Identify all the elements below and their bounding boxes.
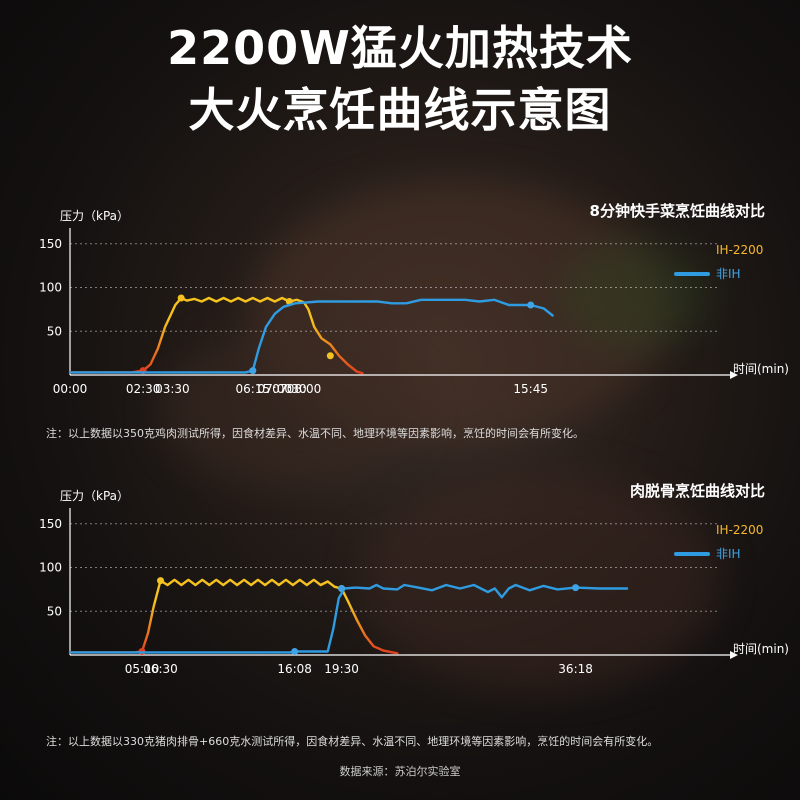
y-tick-label: 50 bbox=[47, 604, 62, 618]
background-food bbox=[560, 240, 710, 350]
x-axis-label: 时间(min) bbox=[733, 362, 789, 376]
data-point-non-ih bbox=[291, 648, 299, 655]
legend-label: IH-2200 bbox=[716, 523, 763, 537]
data-point-ih bbox=[285, 298, 293, 305]
chart-title: 肉脱骨烹饪曲线对比 bbox=[630, 482, 765, 500]
x-tick-label: 07:00 bbox=[257, 382, 292, 396]
chart2-note: 注：以上数据以330克猪肉排骨+660克水测试所得，因食材差异、水温不同、地理环… bbox=[46, 735, 659, 748]
series-line-non-ih bbox=[68, 298, 554, 374]
legend-label: IH-2200 bbox=[716, 243, 763, 257]
data-point-ih bbox=[326, 352, 334, 360]
chart1-note: 注：以上数据以350克鸡肉测试所得，因食材差异、水温不同、地理环境等因素影响，烹… bbox=[46, 427, 584, 440]
x-tick-label: 15:45 bbox=[513, 382, 548, 396]
page-title-line2: 大火烹饪曲线示意图 bbox=[188, 83, 612, 137]
background-food bbox=[360, 470, 720, 690]
data-point-non-ih bbox=[572, 584, 580, 592]
quick-dish-chart: 8分钟快手菜烹饪曲线对比 压力（kPa） 50 100 150 时间(min) 00:00 0… bbox=[39, 202, 789, 396]
x-axis-arrow bbox=[730, 371, 738, 379]
x-tick-label: 16:08 bbox=[277, 662, 312, 676]
x-tick-label: 08:00 bbox=[287, 382, 322, 396]
page-title-line1: 2200W猛火加热技术 bbox=[167, 21, 633, 75]
x-tick-label: 06:15 bbox=[236, 382, 271, 396]
x-tick-label: 07:30 bbox=[272, 382, 307, 396]
x-tick-label: 19:30 bbox=[324, 662, 359, 676]
x-tick-label: 05:10 bbox=[125, 662, 160, 676]
x-tick-label: 02:30 bbox=[126, 382, 161, 396]
data-point-non-ih bbox=[249, 367, 257, 375]
legend-label: 非IH bbox=[716, 267, 741, 281]
x-axis-arrow bbox=[730, 651, 738, 659]
deboning-chart: 肉脱骨烹饪曲线对比 压力（kPa） 50 100 150 时间(min) 05:1006:3… bbox=[39, 482, 789, 676]
y-tick-label: 150 bbox=[39, 517, 62, 531]
chart-title: 8分钟快手菜烹饪曲线对比 bbox=[590, 202, 765, 220]
x-tick-label: 03:30 bbox=[155, 382, 190, 396]
series-line-non-ih bbox=[68, 583, 629, 654]
series-line-ih bbox=[68, 296, 364, 375]
data-point-ih bbox=[177, 294, 185, 302]
y-tick-label: 100 bbox=[39, 561, 62, 575]
x-tick-label: 36:18 bbox=[558, 662, 593, 676]
data-point-ih bbox=[157, 577, 165, 585]
background-food bbox=[160, 330, 420, 490]
y-axis-label: 压力（kPa） bbox=[60, 489, 129, 503]
y-tick-label: 100 bbox=[39, 281, 62, 295]
data-point-non-ih bbox=[527, 301, 535, 309]
data-source: 数据来源：苏泊尔实验室 bbox=[339, 765, 461, 778]
y-axis-label: 压力（kPa） bbox=[60, 209, 129, 223]
data-point-non-ih bbox=[338, 585, 346, 592]
series-line-ih bbox=[68, 578, 399, 655]
x-tick-label: 06:30 bbox=[143, 662, 178, 676]
y-tick-label: 50 bbox=[47, 324, 62, 338]
legend-label: 非IH bbox=[716, 547, 741, 561]
x-tick-label: 00:00 bbox=[53, 382, 88, 396]
x-axis-label: 时间(min) bbox=[733, 642, 789, 656]
y-tick-label: 150 bbox=[39, 237, 62, 251]
